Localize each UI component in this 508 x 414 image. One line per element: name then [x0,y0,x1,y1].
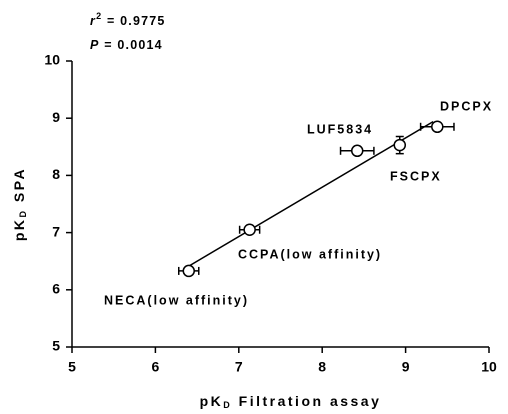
point-label: DPCPX [440,99,493,113]
x-tick-label: 8 [318,359,326,375]
y-tick-label: 6 [52,281,60,297]
annotation-part: 2 [96,11,102,21]
x-axis-label-part: D [223,400,232,410]
annotation-part: = 0.9775 [102,14,165,28]
point-label: FSCPX [390,169,442,183]
x-axis-label: pKD Filtration assay [200,393,382,411]
point-label: CCPA(low affinity) [238,247,382,261]
point [393,138,407,152]
x-tick-label: 10 [481,359,497,375]
annotation: r2 = 0.9775 [90,11,166,28]
annotation-part: = 0.0014 [100,38,163,52]
point [350,144,364,158]
y-tick-label: 7 [52,223,60,239]
y-axis-label: pKD SPA [11,167,29,241]
point-label: LUF5834 [307,122,373,136]
x-tick-label: 6 [152,359,160,375]
x-axis-label-part: Filtration assay [232,393,381,409]
point [182,264,196,278]
annotation-part: P [90,38,100,52]
x-tick-label: 7 [235,359,243,375]
annotation-part: r [90,14,96,28]
point-label: NECA(low affinity) [104,293,249,307]
x-axis-label-part: pK [200,393,224,409]
y-tick-label: 5 [52,338,60,354]
point [243,223,256,236]
y-tick-label: 8 [52,166,60,182]
regression-line [184,121,434,270]
y-axis-label-part: pK [11,217,27,241]
x-tick-label: 9 [402,359,410,375]
y-tick-label: 9 [52,109,60,125]
y-axis-label-part: D [18,208,28,217]
x-tick-label: 5 [68,359,76,375]
point [431,120,444,134]
annotation: P = 0.0014 [90,38,163,52]
y-tick-label: 10 [44,52,60,68]
y-axis-label-part: SPA [11,167,27,209]
